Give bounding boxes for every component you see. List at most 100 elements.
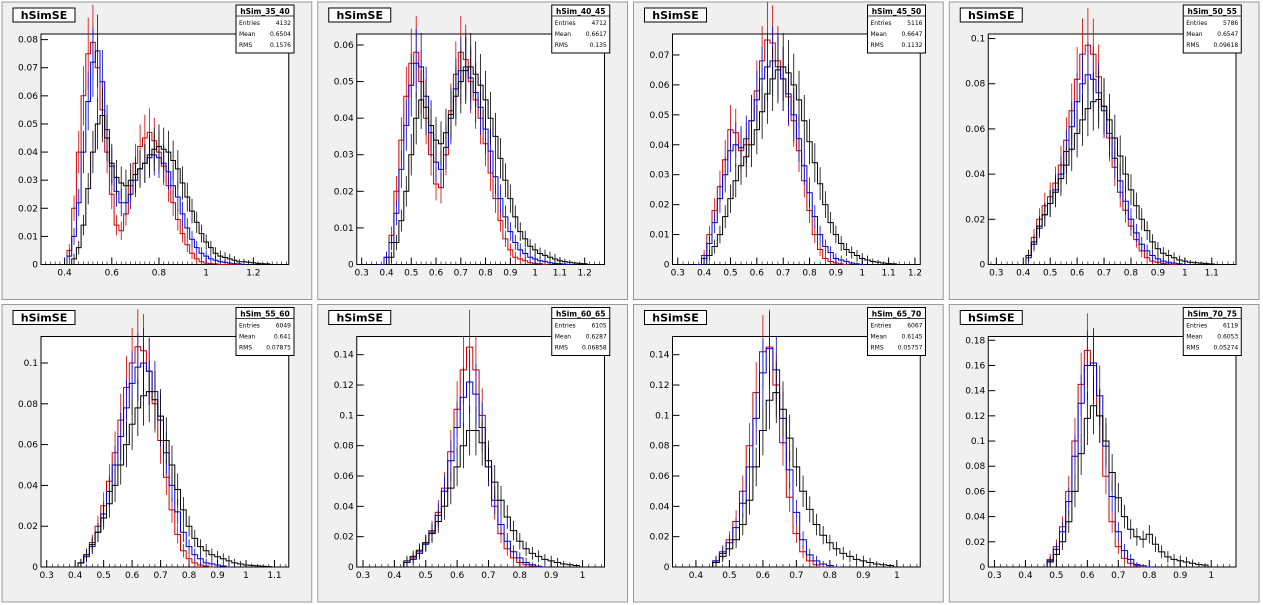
x-tick-label: 0.4 xyxy=(68,571,83,581)
y-tick-label: 0.08 xyxy=(965,462,985,472)
histogram-panel-4: 0.3 0.4 0.5 0.6 0.7 0.8 0.9 1 1.1 0 0.02 0.04 0.06 0.… xyxy=(948,1,1260,300)
stats-box xyxy=(867,4,926,54)
x-tick-label: 1 xyxy=(243,571,249,581)
x-tick-label: 0.5 xyxy=(1043,269,1057,279)
y-tick-label: 0.12 xyxy=(649,381,669,391)
y-tick-label: 0.06 xyxy=(18,92,38,102)
y-tick-label: 0.06 xyxy=(965,125,985,135)
x-tick-label: 1.2 xyxy=(578,269,592,279)
x-tick-label: 0.9 xyxy=(544,571,559,581)
x-tick-label: 0.5 xyxy=(722,571,736,581)
x-tick-label: 0.4 xyxy=(1018,571,1033,581)
y-tick-label: 0.02 xyxy=(18,204,38,214)
histogram-series-3 xyxy=(384,66,593,265)
x-tick-label: 0.7 xyxy=(1111,571,1125,581)
y-tick-label: 0.1 xyxy=(655,411,669,421)
y-tick-label: 0.1 xyxy=(971,35,985,45)
stats-name: hSim_60_65 xyxy=(556,310,606,319)
x-tick-label: 0.3 xyxy=(355,269,369,279)
y-tick-label: 0.01 xyxy=(649,231,669,241)
y-tick-label: 0.12 xyxy=(965,412,985,422)
y-tick-label: 0.02 xyxy=(649,201,669,211)
y-tick-label: 0.04 xyxy=(649,141,669,151)
stats-value: 0.6287 xyxy=(586,334,607,341)
y-tick-label: 0.02 xyxy=(965,538,985,548)
y-tick-label: 0.08 xyxy=(965,80,985,90)
x-tick-label: 0.4 xyxy=(689,571,704,581)
x-tick-label: 0.8 xyxy=(1142,571,1157,581)
x-tick-label: 0.3 xyxy=(671,269,685,279)
stats-label: Entries xyxy=(239,20,260,27)
x-tick-label: 1 xyxy=(203,269,209,279)
y-tick-label: 0.03 xyxy=(334,151,354,161)
stats-box xyxy=(1182,307,1242,356)
y-tick-label: 0.05 xyxy=(334,78,354,88)
y-tick-label: 0.16 xyxy=(965,361,985,371)
x-tick-label: 0.7 xyxy=(789,571,803,581)
x-tick-label: 0.6 xyxy=(756,571,771,581)
y-tick-label: 0.14 xyxy=(334,351,354,361)
y-tick-label: 0.1 xyxy=(24,359,38,369)
stats-box xyxy=(551,307,611,356)
title-box xyxy=(328,310,392,325)
x-tick-label: 0.7 xyxy=(1097,269,1111,279)
histogram-series-2 xyxy=(1040,362,1153,568)
x-tick-label: 0.8 xyxy=(513,571,528,581)
y-tick-label: 0.04 xyxy=(965,170,985,180)
x-tick-label: 0.8 xyxy=(802,269,817,279)
title-box xyxy=(12,7,76,23)
histogram-title: hSimSE xyxy=(968,312,1014,325)
x-tick-label: 1.1 xyxy=(881,269,895,279)
x-tick-label: 0.8 xyxy=(1124,269,1139,279)
stats-value: 0.07875 xyxy=(266,345,291,352)
x-tick-label: 0.4 xyxy=(57,269,72,279)
x-tick-label: 0.6 xyxy=(750,269,765,279)
y-tick-label: 0.05 xyxy=(649,111,669,121)
x-tick-label: 0.4 xyxy=(387,571,402,581)
stats-box xyxy=(1182,4,1242,54)
x-tick-label: 0.6 xyxy=(1070,269,1085,279)
y-tick-label: 0.02 xyxy=(649,533,669,543)
x-tick-label: 0.3 xyxy=(356,571,370,581)
y-tick-label: 0.04 xyxy=(18,481,38,491)
y-tick-label: 0 xyxy=(348,261,354,271)
plot-area xyxy=(356,336,605,568)
stats-label: Mean xyxy=(1186,31,1203,38)
stats-label: RMS xyxy=(1186,42,1199,49)
x-tick-label: 1 xyxy=(532,269,538,279)
y-tick-label: 0.02 xyxy=(18,522,38,532)
stats-label: RMS xyxy=(871,42,884,49)
stats-label: Mean xyxy=(1186,334,1203,341)
x-tick-label: 0.9 xyxy=(210,571,225,581)
stats-value: 0.6145 xyxy=(902,334,923,341)
histogram-series-3 xyxy=(52,115,275,265)
y-tick-label: 0.06 xyxy=(18,441,38,451)
stats-value: 5116 xyxy=(907,20,922,27)
histogram-panel-2: 0.3 0.4 0.5 0.6 0.7 0.8 0.9 1 1.1 1.2 0 0.01 0.02 0.0… xyxy=(317,1,628,300)
histogram-title: hSimSE xyxy=(652,9,698,22)
y-tick-label: 0.1 xyxy=(971,437,985,447)
stats-name: hSim_55_60 xyxy=(240,310,290,319)
stats-label: Entries xyxy=(555,323,576,330)
y-tick-label: 0.04 xyxy=(334,502,354,512)
y-tick-label: 0 xyxy=(980,563,986,573)
stats-label: Mean xyxy=(555,31,572,38)
x-tick-label: 0.8 xyxy=(478,269,493,279)
x-tick-label: 0.6 xyxy=(1080,571,1095,581)
stats-name: hSim_35_40 xyxy=(240,7,290,16)
stats-label: RMS xyxy=(555,42,568,49)
x-tick-label: 0.9 xyxy=(856,571,871,581)
y-tick-label: 0 xyxy=(32,261,38,271)
x-tick-label: 0.5 xyxy=(1049,571,1063,581)
stats-name: hSim_50_55 xyxy=(1187,7,1237,16)
stats-value: 0.641 xyxy=(274,334,291,341)
histogram-panel-6: 0.3 0.4 0.5 0.6 0.7 0.8 0.9 1 0 0.02 0.04 0.06 0.08 0… xyxy=(317,304,628,603)
x-tick-label: 0.5 xyxy=(404,269,418,279)
y-tick-label: 0.14 xyxy=(649,351,669,361)
y-tick-label: 0.05 xyxy=(18,120,38,130)
y-tick-label: 0.04 xyxy=(334,114,354,124)
x-tick-label: 1 xyxy=(580,571,586,581)
x-tick-label: 0.6 xyxy=(429,269,444,279)
x-tick-label: 1 xyxy=(1208,571,1214,581)
